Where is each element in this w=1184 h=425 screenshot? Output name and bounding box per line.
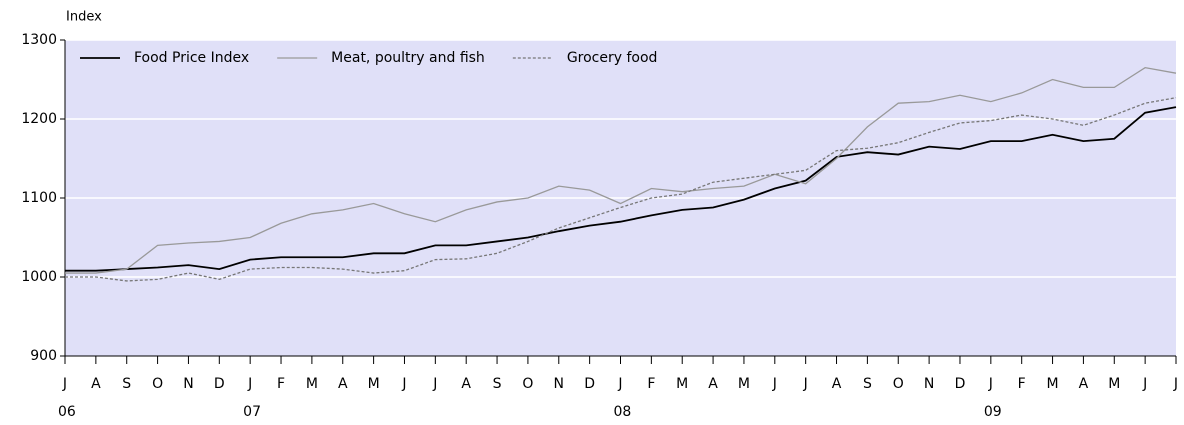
x-tick-label: A [461,376,471,392]
legend-label: Grocery food [567,50,658,66]
x-tick-label: A [338,376,348,392]
legend-label: Food Price Index [134,50,249,66]
series-line [65,66,1177,274]
x-tick-label: D [584,376,595,392]
x-tick-label: J [988,376,993,392]
x-tick-label: M [306,376,318,392]
x-tick-label: A [91,376,101,392]
y-tick-label: 1100 [21,190,57,206]
x-tick-label: J [432,376,437,392]
x-tick-label: J [617,376,622,392]
x-tick-label: A [708,376,718,392]
x-tick-label: J [772,376,777,392]
year-label: 06 [58,404,76,420]
x-tick-label: D [955,376,966,392]
x-tick-label: A [832,376,842,392]
x-tick-label: N [183,376,193,392]
x-tick-label: J [1173,376,1178,392]
x-tick-label: D [214,376,225,392]
x-tick-label: O [522,376,533,392]
x-tick-label: J [803,376,808,392]
x-tick-label: M [368,376,380,392]
year-label: 07 [243,404,261,420]
y-axis-label: Index [66,10,102,25]
year-label: 08 [614,404,632,420]
x-tick-label: J [247,376,252,392]
x-tick-label: J [1142,376,1147,392]
x-tick-label: S [863,376,872,392]
x-tick-label: N [924,376,934,392]
x-tick-label: J [62,376,67,392]
x-tick-label: M [738,376,750,392]
x-tick-label: J [401,376,406,392]
x-tick-label: F [1018,376,1026,392]
y-tick-label: 900 [30,348,57,364]
x-tick-label: S [122,376,131,392]
x-tick-label: M [1108,376,1120,392]
x-tick-label: O [893,376,904,392]
y-tick-label: 1000 [21,269,57,285]
x-tick-label: M [676,376,688,392]
x-tick-label: F [277,376,285,392]
x-tick-label: N [554,376,564,392]
x-tick-label: O [152,376,163,392]
series-line [65,106,1177,272]
x-tick-label: F [647,376,655,392]
year-label: 09 [984,404,1002,420]
y-tick-label: 1200 [21,111,57,127]
x-tick-label: S [493,376,502,392]
x-tick-label: A [1079,376,1089,392]
legend-label: Meat, poultry and fish [331,50,485,66]
y-tick-label: 1300 [21,32,57,48]
x-tick-label: M [1047,376,1059,392]
